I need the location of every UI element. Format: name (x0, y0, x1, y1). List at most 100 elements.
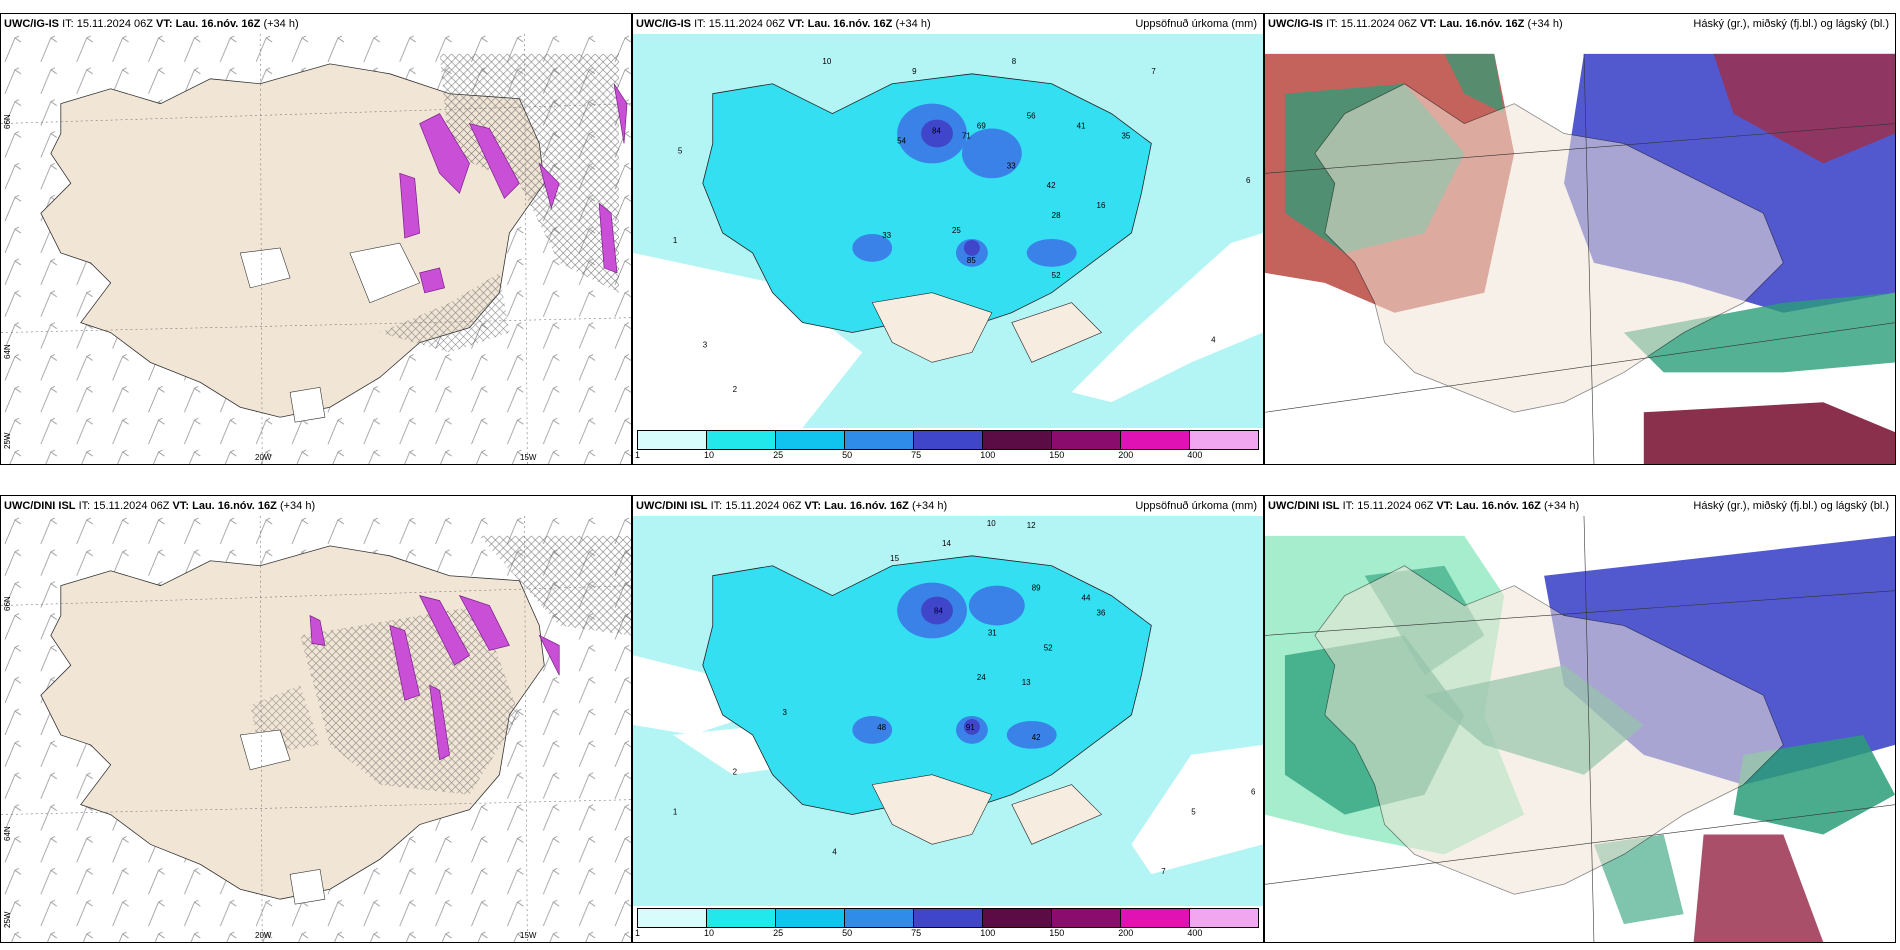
precip-value: 5 (1191, 807, 1196, 816)
colorbar-swatch (845, 909, 914, 927)
valid-time-label: VT: (1420, 18, 1437, 30)
lead-time: (+34 h) (911, 500, 948, 512)
precip-value: 69 (977, 122, 986, 131)
panel-wind-snow-igis: UWC/IG-IS IT: 15.11.2024 06Z VT: Lau. 16… (0, 13, 632, 465)
precip-value: 71 (962, 131, 971, 140)
colorbar-swatch (845, 431, 914, 449)
precip-value: 44 (1082, 594, 1091, 603)
colorbar-swatch (914, 431, 983, 449)
init-time: IT: 15.11.2024 06Z (710, 500, 802, 512)
lon-label-20w: 20W (255, 931, 272, 940)
colorbar-tick: 150 (1049, 450, 1065, 460)
panel-header: UWC/DINI ISL IT: 15.11.2024 06Z VT: Lau.… (633, 496, 1263, 516)
colorbar-swatch (1052, 909, 1121, 927)
lead-time: (+34 h) (1527, 18, 1563, 30)
lon-label-20w: 20W (255, 453, 272, 462)
colorbar-tick: 50 (842, 928, 853, 938)
lead-time: (+34 h) (895, 18, 931, 30)
precip-value: 7 (1151, 67, 1156, 76)
precip-value: 36 (1097, 608, 1106, 617)
colorbar-swatch (707, 909, 776, 927)
map-wind-snow (1, 516, 631, 942)
panel-wind-snow-dini: UWC/DINI ISL IT: 15.11.2024 06Z VT: Lau.… (0, 495, 632, 943)
precip-value: 6 (1246, 176, 1251, 185)
panel-clouds-dini: UWC/DINI ISL IT: 15.11.2024 06Z VT: Lau.… (1264, 495, 1896, 943)
valid-time: Lau. 16.nóv. 16Z (1456, 500, 1541, 512)
colorbar-tick: 100 (980, 928, 996, 938)
precip-value: 6 (1251, 788, 1256, 797)
lat-label-66n: 66N (3, 596, 12, 611)
colorbar-swatch (707, 431, 776, 449)
precip-value: 31 (988, 628, 997, 637)
precip-value: 42 (1032, 733, 1041, 742)
init-time: IT: 15.11.2024 06Z (1342, 500, 1434, 512)
precip-value: 28 (1052, 211, 1061, 220)
panel-header: UWC/IG-IS IT: 15.11.2024 06Z VT: Lau. 16… (1265, 14, 1895, 34)
colorbar-swatch (1052, 431, 1121, 449)
lead-time: (+34 h) (263, 18, 299, 30)
precip-value: 4 (832, 847, 837, 856)
colorbar-tick: 25 (773, 450, 784, 460)
colorbar-tick: 400 (1187, 928, 1203, 938)
panel-header: UWC/IG-IS IT: 15.11.2024 06Z VT: Lau. 16… (1, 14, 631, 34)
field-title: Háský (gr.), miðský (fj.bl.) og lágský (… (1693, 18, 1889, 30)
precip-value: 89 (1032, 584, 1041, 593)
panel-precip-dini: UWC/DINI ISL IT: 15.11.2024 06Z VT: Lau.… (632, 495, 1264, 943)
colorbar-ticks: 1 10 25 50 75 100 150 200 400 (635, 928, 1259, 940)
precip-value: 3 (783, 708, 788, 717)
valid-time-label: VT: (788, 18, 805, 30)
precip-value: 1 (673, 807, 678, 816)
precip-value: 12 (1027, 521, 1036, 530)
colorbar-tick: 75 (911, 928, 922, 938)
precip-value: 10 (822, 57, 831, 66)
precip-value: 52 (1052, 271, 1061, 280)
field-title: Uppsöfnuð úrkoma (mm) (1135, 500, 1257, 512)
lat-label-64n: 64N (3, 826, 12, 841)
lat-label-66n: 66N (3, 114, 12, 129)
valid-time-label: VT: (156, 18, 173, 30)
precip-value: 35 (1121, 131, 1130, 140)
precip-value: 2 (733, 768, 738, 777)
colorbar-tick: 1 (635, 928, 641, 938)
precip-value: 25 (952, 226, 961, 235)
colorbar-tick: 150 (1049, 928, 1065, 938)
colorbar-swatch (914, 909, 983, 927)
precip-value: 13 (1022, 678, 1031, 687)
precip-value: 4 (1211, 335, 1216, 344)
colorbar-ticks: 1 10 25 50 75 100 150 200 400 (635, 450, 1259, 462)
colorbar-tick: 10 (704, 450, 715, 460)
precip-value: 8 (1012, 57, 1017, 66)
colorbar-swatches (637, 908, 1259, 928)
valid-time-label: VT: (804, 500, 822, 512)
init-time: IT: 15.11.2024 06Z (62, 18, 153, 30)
colorbar-tick: 25 (773, 928, 784, 938)
model-name: UWC/IG-IS (636, 18, 691, 30)
model-name: UWC/IG-IS (1268, 18, 1323, 30)
colorbar-tick: 1 (635, 450, 641, 460)
panel-header: UWC/IG-IS IT: 15.11.2024 06Z VT: Lau. 16… (633, 14, 1263, 34)
precip-value: 3 (703, 340, 708, 349)
colorbar-swatch (983, 431, 1052, 449)
map-precip: 14 12 10 15 84 89 44 36 52 31 24 13 91 4… (633, 516, 1263, 906)
precip-value: 33 (1007, 161, 1016, 170)
lat-label-64n: 64N (3, 344, 12, 359)
precip-value: 56 (1027, 112, 1036, 121)
valid-time: Lau. 16.nóv. 16Z (824, 500, 909, 512)
precip-value: 15 (890, 554, 899, 563)
colorbar-tick: 10 (704, 928, 715, 938)
colorbar-tick: 200 (1118, 450, 1134, 460)
colorbar-tick: 400 (1187, 450, 1203, 460)
colorbar-swatches (637, 430, 1259, 450)
colorbar-swatch (638, 431, 707, 449)
precip-value: 54 (897, 136, 906, 145)
valid-time: Lau. 16.nóv. 16Z (1439, 18, 1525, 30)
precip-colorbar: 1 10 25 50 75 100 150 200 400 (633, 428, 1263, 464)
colorbar-swatch (638, 909, 707, 927)
valid-time: Lau. 16.nóv. 16Z (807, 18, 893, 30)
lead-time: (+34 h) (1543, 500, 1580, 512)
valid-time-label: VT: (172, 500, 190, 512)
precip-value: 7 (1161, 867, 1166, 876)
precip-value: 14 (942, 539, 951, 548)
map-wind-snow (1, 34, 631, 464)
panel-clouds-igis: UWC/IG-IS IT: 15.11.2024 06Z VT: Lau. 16… (1264, 13, 1896, 465)
